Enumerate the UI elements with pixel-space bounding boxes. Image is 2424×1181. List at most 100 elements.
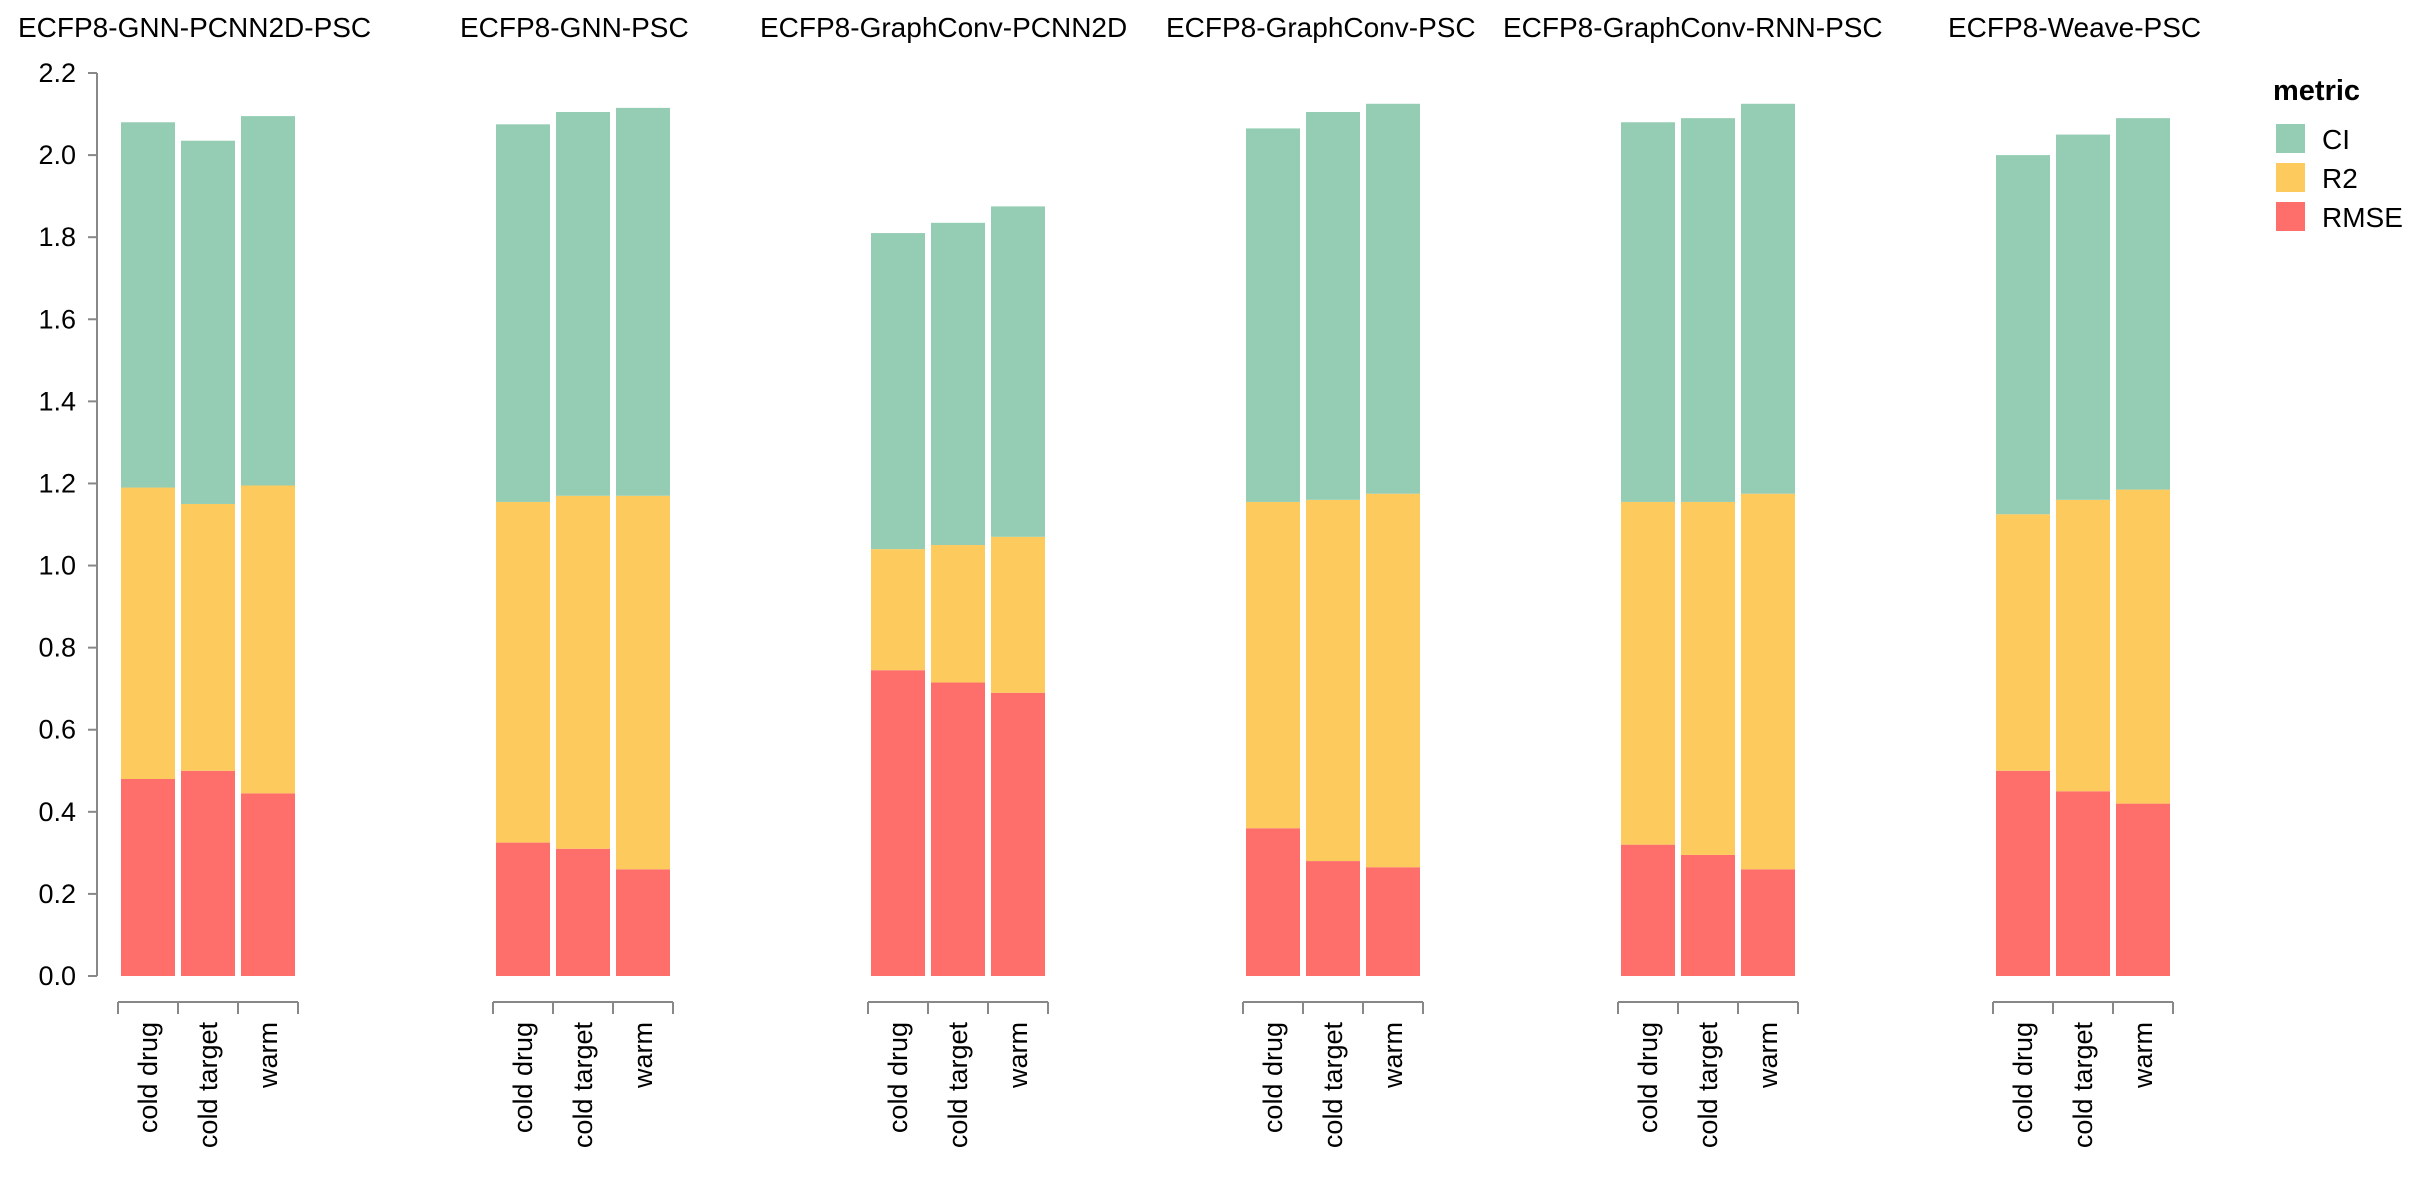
bar-segment-rmse bbox=[931, 682, 985, 976]
facet-panel: ECFP8-GraphConv-PSC cold drug cold target w… bbox=[1166, 12, 1476, 1148]
bar-segment-rmse bbox=[121, 778, 175, 976]
x-tick-label: warm bbox=[2128, 1022, 2158, 1089]
x-tick-label: cold target bbox=[1693, 1022, 1723, 1149]
legend-label: R2 bbox=[2322, 163, 2358, 194]
bar-segment-ci bbox=[1366, 103, 1420, 494]
x-tick-label: cold target bbox=[1318, 1022, 1348, 1149]
bar-segment-rmse bbox=[1246, 828, 1300, 976]
bar-segment-ci bbox=[556, 111, 610, 496]
facet-title: ECFP8-GraphConv-PCNN2D bbox=[760, 12, 1127, 43]
y-tick-label: 0.0 bbox=[38, 961, 76, 991]
bar-segment-ci bbox=[1741, 103, 1795, 494]
bar-segment-r2 bbox=[181, 503, 235, 771]
x-tick-label: cold drug bbox=[2008, 1022, 2038, 1133]
bar-segment-rmse bbox=[2116, 803, 2170, 976]
bar-segment-ci bbox=[871, 233, 925, 550]
x-tick-label: warm bbox=[628, 1022, 658, 1089]
bar-segment-rmse bbox=[1621, 844, 1675, 976]
bar-segment-r2 bbox=[1681, 501, 1735, 855]
facet-title: ECFP8-GraphConv-RNN-PSC bbox=[1503, 12, 1883, 43]
x-tick-label: cold drug bbox=[1258, 1022, 1288, 1133]
facet-panel: ECFP8-GNN-PCNN2D-PSC cold drug cold target… bbox=[18, 12, 371, 1148]
bar-segment-r2 bbox=[2116, 489, 2170, 804]
x-tick-label: cold drug bbox=[133, 1022, 163, 1133]
x-tick-label: cold target bbox=[943, 1022, 973, 1149]
bar-segment-ci bbox=[181, 140, 235, 504]
bar-segment-rmse bbox=[181, 770, 235, 976]
x-tick-label: cold drug bbox=[883, 1022, 913, 1133]
bar-segment-rmse bbox=[2056, 791, 2110, 976]
x-tick-label: warm bbox=[1753, 1022, 1783, 1089]
bar-segment-ci bbox=[616, 107, 670, 496]
y-tick-label: 0.8 bbox=[38, 633, 76, 663]
facet-title: ECFP8-GNN-PSC bbox=[460, 12, 689, 43]
bar-segment-ci bbox=[1681, 118, 1735, 502]
x-tick-label: cold drug bbox=[1633, 1022, 1663, 1133]
bar-segment-rmse bbox=[496, 842, 550, 976]
bar-segment-r2 bbox=[1366, 493, 1420, 868]
facet-panel: ECFP8-Weave-PSC cold drug cold target warm bbox=[1948, 12, 2201, 1148]
legend-swatch-rmse bbox=[2276, 202, 2305, 231]
facet-panel: ECFP8-GraphConv-RNN-PSC cold drug cold tar… bbox=[1503, 12, 1883, 1148]
bar-segment-rmse bbox=[1306, 861, 1360, 976]
facet-panel: ECFP8-GraphConv-PCNN2D cold drug cold targ… bbox=[760, 12, 1127, 1148]
facet-title: ECFP8-GNN-PCNN2D-PSC bbox=[18, 12, 371, 43]
bar-segment-ci bbox=[496, 124, 550, 502]
bar-segment-r2 bbox=[1996, 514, 2050, 771]
legend-label: RMSE bbox=[2322, 202, 2403, 233]
bar-segment-r2 bbox=[2056, 499, 2110, 792]
x-tick-label: cold target bbox=[2068, 1022, 2098, 1149]
x-tick-label: warm bbox=[1003, 1022, 1033, 1089]
bar-segment-rmse bbox=[241, 793, 295, 976]
bar-segment-ci bbox=[2056, 134, 2110, 500]
facet-title: ECFP8-GraphConv-PSC bbox=[1166, 12, 1476, 43]
bar-segment-rmse bbox=[1996, 770, 2050, 976]
x-tick-label: cold target bbox=[193, 1022, 223, 1149]
bar-segment-ci bbox=[1621, 122, 1675, 502]
y-tick-label: 2.0 bbox=[38, 140, 76, 170]
bar-segment-rmse bbox=[1741, 869, 1795, 976]
bar-segment-r2 bbox=[556, 495, 610, 849]
bar-segment-rmse bbox=[616, 869, 670, 976]
y-tick-label: 0.4 bbox=[38, 797, 76, 827]
x-tick-label: warm bbox=[253, 1022, 283, 1089]
y-axis: 0.0 0.2 0.4 0.6 0.8 1.0 1.2 1.4 1.6 1.8 2.0 2.2 bbox=[38, 58, 98, 991]
bar-segment-ci bbox=[2116, 118, 2170, 490]
facets: ECFP8-GNN-PCNN2D-PSC cold drug cold target… bbox=[18, 12, 2201, 1148]
bar-segment-rmse bbox=[991, 692, 1045, 976]
bar-segment-ci bbox=[241, 116, 295, 486]
y-tick-label: 2.2 bbox=[38, 58, 76, 88]
y-tick-label: 1.8 bbox=[38, 222, 76, 252]
bar-segment-r2 bbox=[931, 545, 985, 683]
legend-label: CI bbox=[2322, 124, 2350, 155]
y-tick-label: 1.0 bbox=[38, 551, 76, 581]
bar-segment-rmse bbox=[871, 670, 925, 976]
x-tick-label: warm bbox=[1378, 1022, 1408, 1089]
bar-segment-r2 bbox=[1306, 499, 1360, 862]
y-tick-label: 1.6 bbox=[38, 304, 76, 334]
y-tick-label: 0.2 bbox=[38, 879, 76, 909]
bar-segment-r2 bbox=[241, 485, 295, 794]
bar-segment-rmse bbox=[556, 848, 610, 976]
legend-swatch-ci bbox=[2276, 124, 2305, 153]
legend: metric CI R2 RMSE bbox=[2273, 75, 2403, 233]
bar-segment-ci bbox=[991, 206, 1045, 537]
bar-segment-ci bbox=[121, 122, 175, 488]
bar-segment-r2 bbox=[1741, 493, 1795, 870]
y-tick-label: 1.2 bbox=[38, 468, 76, 498]
bar-segment-r2 bbox=[496, 501, 550, 843]
x-tick-label: cold drug bbox=[508, 1022, 538, 1133]
bar-segment-ci bbox=[1996, 155, 2050, 515]
bar-segment-r2 bbox=[616, 495, 670, 870]
y-tick-label: 1.4 bbox=[38, 386, 76, 416]
legend-swatch-r2 bbox=[2276, 163, 2305, 192]
bar-segment-ci bbox=[931, 222, 985, 546]
facet-title: ECFP8-Weave-PSC bbox=[1948, 12, 2201, 43]
bar-segment-r2 bbox=[1621, 501, 1675, 845]
y-tick-label: 0.6 bbox=[38, 715, 76, 745]
facet-panel: ECFP8-GNN-PSC cold drug cold target warm bbox=[460, 12, 689, 1148]
bar-segment-rmse bbox=[1681, 854, 1735, 976]
legend-title: metric bbox=[2273, 75, 2360, 107]
bar-segment-r2 bbox=[871, 549, 925, 671]
